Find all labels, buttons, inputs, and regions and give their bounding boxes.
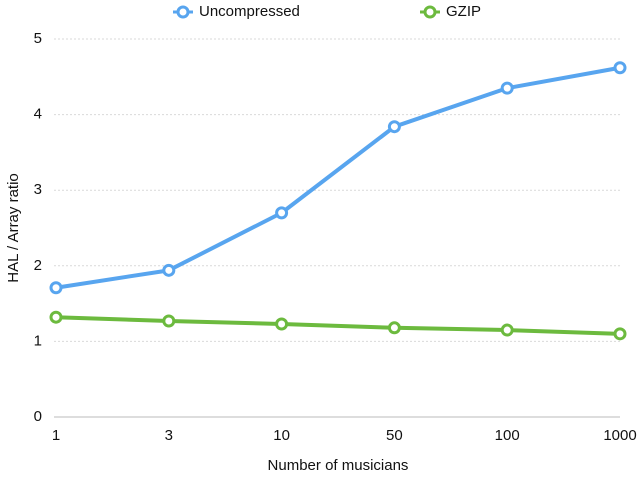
y-tick-label: 1	[34, 332, 42, 349]
x-tick-label: 10	[273, 427, 290, 444]
legend-marker	[176, 5, 190, 19]
point	[275, 206, 289, 220]
x-tick-label: 1000	[603, 427, 636, 444]
point	[162, 314, 176, 328]
x-tick-label: 3	[165, 427, 173, 444]
y-axis-label: HAL / Array ratio	[5, 173, 22, 282]
y-tick-label: 5	[34, 30, 42, 47]
legend-label: GZIP	[446, 3, 481, 20]
point	[387, 120, 401, 134]
y-tick-label: 0	[34, 408, 42, 425]
point	[275, 317, 289, 331]
line	[55, 315, 621, 336]
point	[613, 61, 627, 75]
point	[387, 321, 401, 335]
x-tick-label: 1	[52, 427, 60, 444]
point	[613, 327, 627, 341]
y-tick-label: 3	[34, 181, 42, 198]
x-tick-label: 50	[386, 427, 403, 444]
y-tick-label: 2	[34, 257, 42, 274]
point	[500, 323, 514, 337]
point	[49, 281, 63, 295]
x-tick-label: 100	[495, 427, 520, 444]
point	[49, 310, 63, 324]
point	[500, 81, 514, 95]
line	[55, 65, 621, 290]
y-tick-label: 4	[34, 106, 42, 123]
point	[162, 263, 176, 277]
legend-marker	[423, 5, 437, 19]
x-axis-label: Number of musicians	[268, 457, 409, 474]
legend-label: Uncompressed	[199, 3, 300, 20]
